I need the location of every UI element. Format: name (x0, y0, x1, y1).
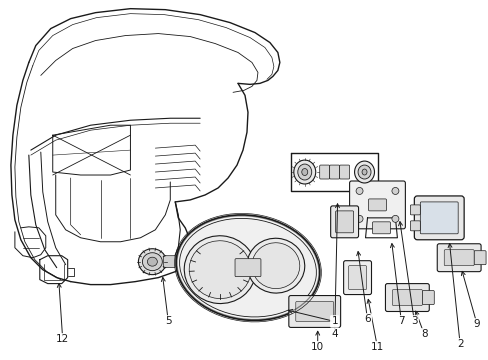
FancyBboxPatch shape (409, 221, 420, 231)
FancyBboxPatch shape (343, 261, 371, 294)
Text: 1: 1 (331, 316, 337, 327)
FancyBboxPatch shape (329, 165, 339, 179)
FancyBboxPatch shape (443, 250, 473, 266)
FancyBboxPatch shape (372, 222, 389, 234)
Text: 8: 8 (420, 329, 427, 339)
Ellipse shape (176, 215, 319, 320)
FancyBboxPatch shape (473, 251, 485, 265)
FancyBboxPatch shape (436, 244, 480, 272)
FancyBboxPatch shape (349, 181, 405, 229)
Ellipse shape (246, 238, 304, 293)
Ellipse shape (251, 243, 299, 289)
FancyBboxPatch shape (420, 202, 457, 234)
Ellipse shape (138, 249, 166, 275)
Text: 2: 2 (456, 339, 463, 349)
FancyBboxPatch shape (422, 291, 433, 305)
Text: 9: 9 (473, 319, 479, 329)
Ellipse shape (361, 169, 366, 175)
Circle shape (391, 188, 398, 194)
Ellipse shape (184, 236, 255, 303)
Text: 12: 12 (56, 334, 69, 345)
Ellipse shape (301, 168, 307, 176)
Ellipse shape (354, 161, 374, 183)
Text: 3: 3 (410, 316, 417, 327)
FancyBboxPatch shape (235, 259, 261, 276)
FancyBboxPatch shape (335, 211, 353, 233)
FancyBboxPatch shape (368, 199, 386, 211)
Ellipse shape (357, 165, 370, 179)
Circle shape (355, 188, 362, 194)
Circle shape (355, 215, 362, 222)
Ellipse shape (297, 164, 311, 180)
Text: 10: 10 (310, 342, 324, 352)
Ellipse shape (142, 253, 162, 271)
FancyBboxPatch shape (413, 196, 463, 240)
FancyBboxPatch shape (409, 205, 420, 215)
Text: 11: 11 (370, 342, 384, 352)
Ellipse shape (189, 241, 250, 298)
FancyBboxPatch shape (330, 206, 358, 238)
FancyBboxPatch shape (385, 284, 428, 311)
Ellipse shape (147, 257, 157, 266)
Ellipse shape (179, 219, 316, 317)
FancyBboxPatch shape (288, 296, 340, 328)
Text: 7: 7 (397, 316, 404, 327)
FancyBboxPatch shape (295, 302, 333, 321)
Circle shape (391, 215, 398, 222)
Text: 5: 5 (164, 316, 171, 327)
FancyBboxPatch shape (348, 266, 366, 289)
Text: 4: 4 (331, 329, 337, 339)
FancyBboxPatch shape (339, 165, 349, 179)
FancyBboxPatch shape (163, 256, 175, 268)
FancyBboxPatch shape (319, 165, 329, 179)
Text: 6: 6 (364, 314, 370, 324)
FancyBboxPatch shape (392, 289, 422, 306)
Ellipse shape (293, 160, 315, 184)
